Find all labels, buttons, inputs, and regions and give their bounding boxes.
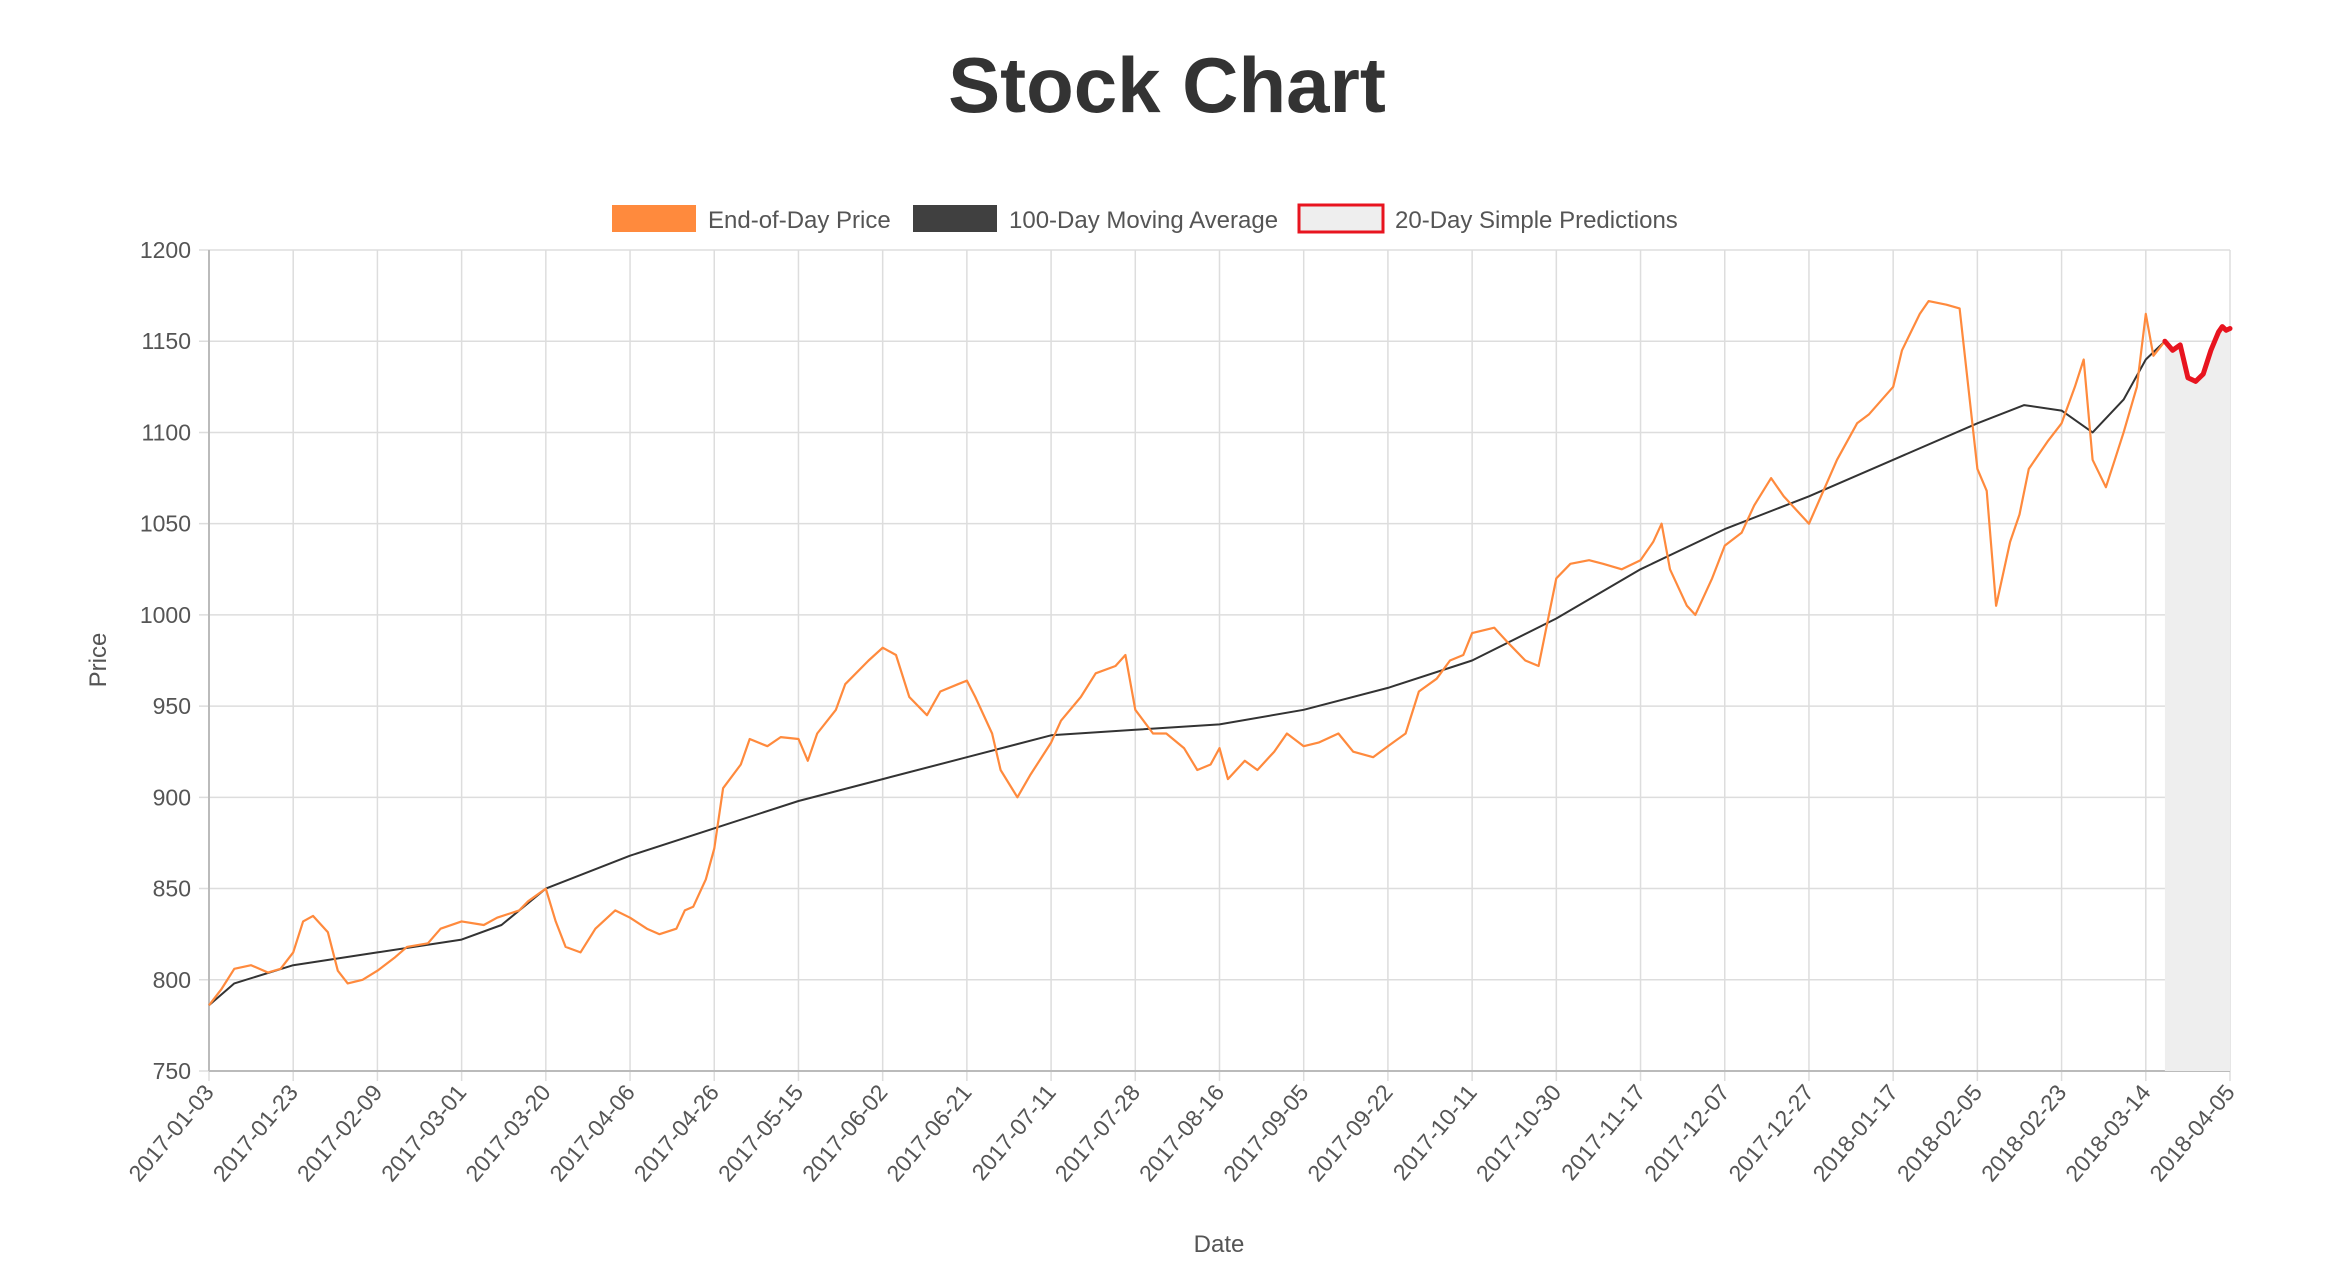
legend: End-of-Day Price 100-Day Moving Average …	[612, 203, 1678, 234]
plot-area: 2017-01-032017-01-232017-02-092017-03-01…	[123, 237, 2240, 1186]
x-tick-label: 2018-01-17	[1807, 1080, 1903, 1187]
prediction-line	[2162, 324, 2233, 384]
x-tick-label: 2017-04-26	[629, 1080, 725, 1187]
x-tick-label: 2017-04-06	[544, 1080, 640, 1187]
x-tick-label: 2017-07-11	[966, 1080, 1060, 1186]
legend-swatch-pred[interactable]	[1297, 203, 1385, 234]
x-tick-label: 2017-11-17	[1556, 1080, 1650, 1186]
x-tick-label: 2017-09-05	[1218, 1080, 1314, 1187]
x-tick-label: 2017-06-02	[797, 1080, 893, 1187]
x-tick-label: 2018-02-05	[1892, 1080, 1988, 1187]
legend-label-ma[interactable]: 100-Day Moving Average	[1009, 207, 1278, 234]
moving-average-line	[208, 340, 2166, 1007]
eod-price-line	[208, 300, 2166, 1006]
y-tick-label: 900	[153, 784, 191, 810]
x-tick-label: 2018-04-05	[2144, 1080, 2240, 1187]
legend-swatch-eod[interactable]	[612, 205, 696, 232]
y-tick-label: 1200	[140, 237, 191, 263]
x-tick-label: 2017-01-23	[207, 1080, 303, 1187]
y-axis-title: Price	[85, 633, 112, 688]
x-tick-label: 2017-03-20	[460, 1080, 556, 1187]
y-tick-label: 1000	[140, 602, 191, 628]
y-tick-label: 1100	[142, 419, 191, 445]
x-tick-label: 2017-06-21	[881, 1080, 977, 1187]
y-tick-label: 850	[153, 876, 191, 902]
x-tick-label: 2018-02-23	[1976, 1080, 2072, 1187]
x-tick-label: 2017-09-22	[1302, 1080, 1398, 1187]
legend-swatch-ma[interactable]	[913, 205, 997, 232]
y-tick-label: 1150	[142, 328, 191, 354]
x-tick-label: 2017-12-07	[1639, 1080, 1735, 1187]
x-tick-label: 2017-05-15	[713, 1080, 809, 1187]
x-tick-label: 2017-03-01	[376, 1080, 472, 1187]
x-tick-label: 2017-10-11	[1388, 1080, 1482, 1186]
x-tick-label: 2018-03-14	[2060, 1079, 2156, 1186]
y-tick-label: 800	[153, 967, 191, 993]
x-tick-label: 2017-07-28	[1050, 1080, 1146, 1187]
x-axis-title: Date	[1194, 1231, 1245, 1258]
x-tick-label: 2017-08-16	[1134, 1080, 1230, 1187]
prediction-area	[2164, 326, 2230, 1072]
y-tick-label: 750	[153, 1058, 191, 1084]
x-tick-label: 2017-01-03	[123, 1080, 219, 1187]
legend-label-eod[interactable]: End-of-Day Price	[708, 207, 891, 234]
chart-title: Stock Chart	[948, 41, 1386, 129]
x-tick-label: 2017-12-27	[1723, 1080, 1819, 1187]
y-tick-label: 1050	[140, 511, 191, 537]
y-tick-label: 950	[153, 693, 191, 719]
x-tick-label: 2017-02-09	[292, 1080, 388, 1187]
x-tick-label: 2017-10-30	[1471, 1080, 1567, 1187]
legend-label-pred[interactable]: 20-Day Simple Predictions	[1395, 207, 1678, 234]
